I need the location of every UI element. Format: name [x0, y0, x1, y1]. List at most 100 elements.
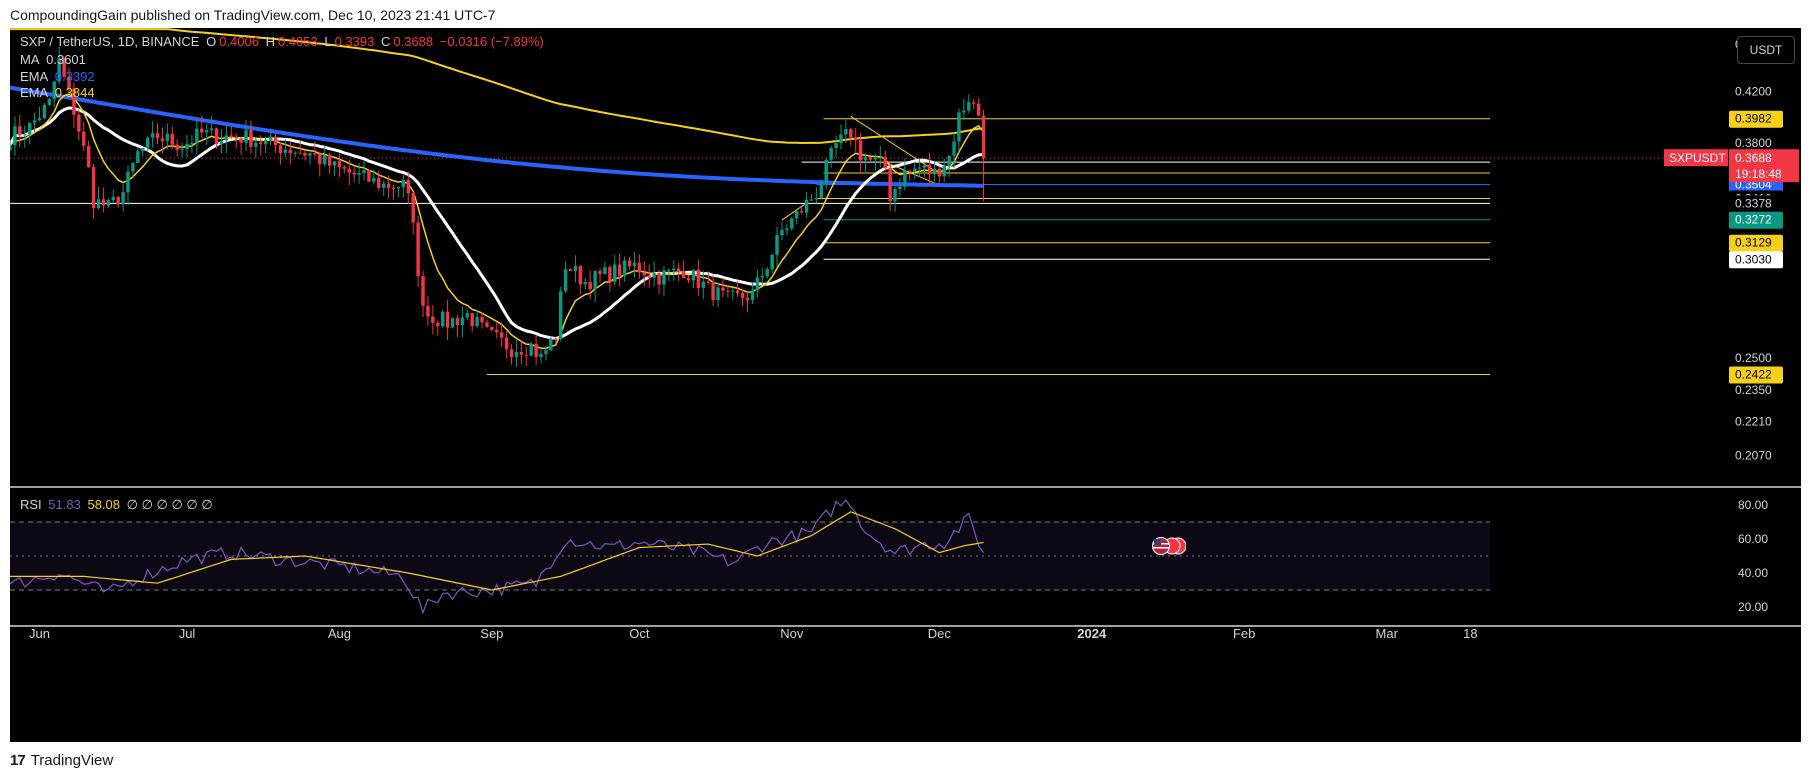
candle-body	[426, 305, 430, 317]
candle-body	[937, 168, 942, 177]
close-label: C	[380, 34, 391, 49]
candle-body	[627, 260, 632, 267]
candle-body	[175, 144, 179, 150]
candle-body	[731, 290, 735, 292]
candle-body	[495, 329, 499, 333]
time-tick-label: Mar	[1376, 626, 1399, 641]
candle-body	[18, 126, 22, 136]
level-tag-label: 0.3272	[1735, 213, 1772, 227]
candle-body	[868, 157, 873, 160]
price-tick-label: 0.2500	[1735, 351, 1772, 365]
candle-body	[362, 170, 366, 173]
candle-body	[254, 142, 258, 147]
candle-body	[942, 165, 946, 177]
candle-body	[676, 268, 681, 271]
candle-body	[903, 170, 907, 187]
candle-body	[190, 143, 194, 145]
ema2-label: EMA	[20, 85, 49, 100]
candle-body	[391, 187, 396, 189]
candle-body	[824, 159, 828, 184]
chart-frame[interactable]: 0.46000.42000.38000.36600.34100.33780.30…	[10, 28, 1801, 742]
price-tick-label: 0.4200	[1735, 84, 1772, 98]
candle-body	[578, 265, 583, 285]
candle-body	[298, 152, 302, 154]
rsi-value: 51.83	[48, 497, 81, 512]
candle-body	[37, 118, 42, 121]
price-labels-layer: 0.39820.36600.35830.35040.34100.33780.32…	[1664, 110, 1799, 384]
candle-body	[554, 338, 558, 340]
candle-body	[701, 281, 706, 288]
ema2-legend[interactable]: EMA 0.3844	[20, 85, 98, 100]
candle-body	[160, 138, 165, 141]
rsi-ma-value: 58.08	[87, 497, 121, 512]
candle-body	[967, 102, 971, 111]
candle-body	[912, 168, 917, 172]
candle-body	[372, 177, 376, 182]
candle-body	[696, 269, 701, 288]
time-tick-label: Oct	[629, 626, 650, 641]
candle-body	[67, 76, 71, 89]
candle-body	[652, 273, 656, 278]
time-tick-label: Dec	[928, 626, 952, 641]
level-tag-label: 0.3129	[1735, 236, 1772, 250]
candle-body	[249, 130, 253, 147]
candle-body	[878, 157, 883, 159]
candle-body	[259, 142, 263, 145]
open-value: 0.4006	[219, 34, 259, 49]
time-tick-label: Feb	[1233, 626, 1255, 641]
candle-body	[347, 168, 351, 173]
time-tick-label: Nov	[780, 626, 804, 641]
candle-body	[52, 81, 56, 100]
ma-line	[10, 106, 984, 341]
candle-body	[613, 264, 617, 282]
trendline	[781, 202, 807, 221]
candle-body	[750, 290, 755, 301]
time-tick-label: Jul	[179, 626, 196, 641]
symbol-name: SXP / TetherUS, 1D, BINANCE	[20, 34, 200, 49]
candle-body	[150, 133, 155, 138]
symbol-tag	[1664, 149, 1728, 167]
candle-body	[839, 134, 843, 144]
price-tick-label: 0.2070	[1735, 448, 1772, 462]
candle-body	[519, 352, 524, 355]
candle-body	[180, 149, 184, 151]
candle-body	[765, 269, 769, 277]
candle-body	[952, 141, 956, 156]
candle-body	[165, 133, 170, 141]
candle-body	[308, 153, 312, 156]
candle-body	[745, 298, 750, 301]
candle-body	[381, 183, 386, 188]
ma-legend[interactable]: MA 0.3601	[20, 52, 89, 67]
ema1-label: EMA	[20, 69, 49, 84]
symbol-legend[interactable]: SXP / TetherUS, 1D, BINANCE O 0.4006 H 0.4…	[20, 34, 547, 49]
candle-body	[116, 197, 120, 205]
candle-body	[514, 352, 519, 357]
candle-body	[726, 290, 730, 292]
currency-button[interactable]: USDT	[1737, 36, 1795, 64]
ema1-legend[interactable]: EMA 0.3392	[20, 69, 98, 84]
level-tag	[1729, 366, 1783, 384]
candle-body	[563, 269, 568, 292]
candle-body	[499, 332, 504, 338]
level-tag-label: 0.3030	[1735, 252, 1772, 266]
candle-body	[790, 218, 794, 229]
footer-brand[interactable]: 17 TradingView	[10, 752, 113, 769]
price-chart[interactable]: 0.46000.42000.38000.36600.34100.33780.30…	[10, 28, 1801, 742]
candle-body	[883, 157, 887, 169]
candle-body	[622, 260, 627, 276]
candle-body	[888, 168, 892, 202]
rsi-legend[interactable]: RSI 51.83 58.08 ∅ ∅ ∅ ∅ ∅ ∅	[20, 497, 216, 513]
level-tag	[1729, 251, 1783, 269]
candle-body	[755, 277, 760, 291]
candle-body	[947, 155, 951, 166]
us-flag-icon[interactable]	[1150, 535, 1186, 557]
candle-body	[568, 269, 573, 271]
candle-body	[834, 143, 838, 149]
symbol-tag-label: SXPUSDT	[1669, 151, 1726, 165]
candle-body	[322, 154, 327, 165]
candle-body	[337, 161, 342, 168]
candle-body	[667, 270, 671, 272]
candle-body	[829, 148, 833, 160]
candle-body	[318, 154, 322, 165]
ema2-value: 0.3844	[54, 85, 95, 100]
